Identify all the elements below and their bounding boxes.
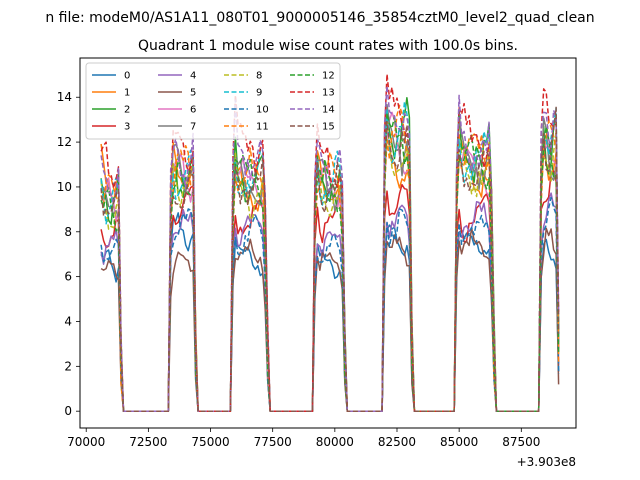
x-tick-label: 77500 — [254, 435, 292, 449]
series-line-10 — [100, 196, 560, 412]
x-tick-label: 75000 — [191, 435, 229, 449]
y-tick-label: 4 — [64, 314, 72, 328]
legend-label: 3 — [124, 122, 130, 133]
legend-label: 13 — [322, 88, 335, 99]
legend-label: 4 — [190, 71, 196, 82]
series-line-5 — [100, 227, 560, 412]
y-tick-label: 8 — [64, 225, 72, 239]
y-axis: 0 2 4 6 8 10 12 14 — [57, 90, 80, 418]
x-tick-label: 85000 — [440, 435, 478, 449]
y-tick-label: 12 — [57, 135, 72, 149]
legend-box — [85, 62, 341, 140]
y-tick-label: 14 — [57, 90, 72, 104]
y-tick-label: 2 — [64, 359, 72, 373]
legend-label: 15 — [322, 122, 335, 133]
series-line-11 — [100, 104, 560, 412]
series-line-8 — [100, 116, 560, 412]
x-axis: 70000 72500 75000 77500 80000 82500 85000 87500 — [67, 428, 540, 449]
x-tick-label: 82500 — [378, 435, 416, 449]
series-line-12 — [100, 112, 560, 412]
legend-label: 0 — [124, 71, 130, 82]
y-tick-label: 10 — [57, 180, 72, 194]
legend-label: 6 — [190, 105, 196, 116]
x-offset-label: +3.903e8 — [517, 455, 576, 469]
series-line-15 — [100, 106, 560, 412]
legend-label: 12 — [322, 71, 335, 82]
figure-suptitle: n file: modeM0/AS1A11_080T01_9000005146_… — [45, 10, 594, 26]
legend-label: 11 — [256, 122, 269, 133]
axes-title: Quadrant 1 module wise count rates with … — [138, 38, 518, 54]
legend-label: 2 — [124, 105, 130, 116]
x-tick-label: 80000 — [316, 435, 354, 449]
legend-label: 7 — [190, 122, 196, 133]
y-tick-label: 0 — [64, 404, 72, 418]
y-tick-label: 6 — [64, 270, 72, 284]
legend-label: 8 — [256, 71, 262, 82]
axes-frame — [79, 57, 577, 429]
series-line-4 — [100, 192, 560, 412]
x-tick-label: 87500 — [502, 435, 540, 449]
legend-label: 10 — [256, 105, 269, 116]
legend-label: 9 — [256, 88, 262, 99]
legend-label: 1 — [124, 88, 130, 99]
legend-label: 5 — [190, 88, 196, 99]
x-tick-label: 72500 — [129, 435, 167, 449]
series-line-0 — [100, 212, 560, 412]
series-line-14 — [100, 85, 560, 412]
x-tick-label: 70000 — [67, 435, 105, 449]
legend-label: 14 — [322, 105, 335, 116]
